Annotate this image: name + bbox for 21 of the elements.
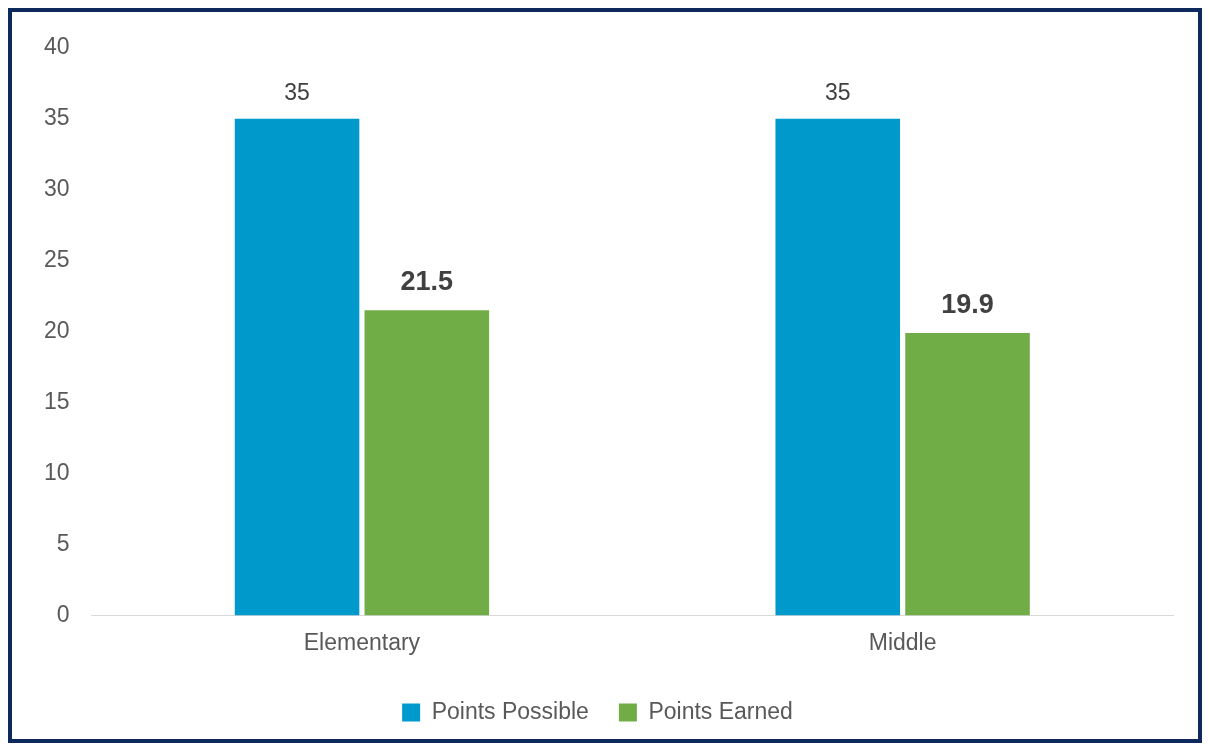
data-label: 35	[284, 78, 310, 105]
bar	[364, 310, 490, 616]
y-tick-label: 35	[43, 104, 70, 131]
y-tick-label: 0	[56, 600, 70, 627]
y-tick-label: 30	[43, 175, 70, 202]
legend-label: Points Possible	[431, 697, 589, 724]
y-tick-label: 25	[43, 245, 70, 272]
x-tick-label: Middle	[868, 628, 937, 655]
data-label: 19.9	[941, 288, 994, 319]
legend-label: Points Earned	[648, 697, 793, 724]
data-label: 35	[824, 78, 851, 105]
y-tick-label: 20	[43, 316, 70, 343]
x-tick-label: Elementary	[303, 628, 421, 655]
y-tick-label: 15	[43, 387, 70, 414]
y-tick-label: 40	[43, 33, 70, 60]
y-tick-label: 10	[43, 458, 70, 485]
bar	[775, 118, 901, 616]
bar	[234, 118, 360, 616]
bar	[905, 333, 1030, 616]
data-label: 21.5	[400, 266, 454, 297]
y-tick-label: 5	[56, 529, 70, 556]
